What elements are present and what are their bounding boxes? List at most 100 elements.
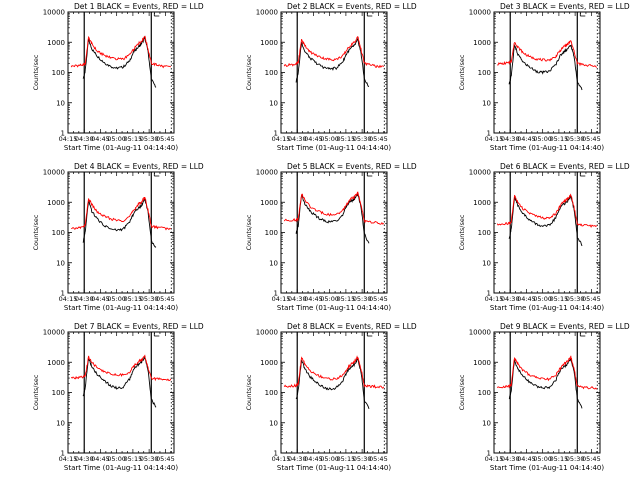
panel-det-5: Det 5 BLACK = Events, RED = LLD Counts/se…: [245, 162, 417, 312]
y-tick-label: 1000: [47, 359, 65, 367]
x-tick-label: 04:45: [304, 135, 323, 143]
lld-series-line: [283, 191, 385, 225]
y-tick-label: 1: [61, 450, 65, 458]
x-tick-label: 05:45: [369, 135, 388, 143]
x-tick-label: 05:15: [337, 295, 356, 303]
y-tick-label: 10: [56, 259, 65, 267]
y-tick-label: 1: [487, 290, 491, 298]
lld-series-line: [71, 196, 171, 231]
x-axis-label: Start Time (01-Aug-11 04:14:40): [64, 464, 178, 472]
x-tick-label: 04:45: [517, 455, 536, 463]
y-tick-label: 1000: [260, 199, 278, 207]
panel-title: Det 2 BLACK = Events, RED = LLD: [287, 2, 417, 11]
x-tick-label: 05:00: [320, 135, 339, 143]
x-tick-label: 04:30: [501, 295, 520, 303]
x-tick-label: 04:15: [272, 295, 291, 303]
events-series-line: [295, 192, 370, 244]
panel-title: Det 6 BLACK = Events, RED = LLD: [500, 162, 630, 171]
x-tick-label: 04:30: [75, 455, 94, 463]
y-axis-label: Counts/sec: [32, 54, 40, 90]
y-tick-label: 100: [478, 389, 491, 397]
y-tick-label: 100: [478, 69, 491, 77]
x-tick-label: 05:00: [533, 135, 552, 143]
x-tick-label: 05:15: [550, 135, 569, 143]
lld-series-line: [283, 355, 385, 389]
x-tick-label: 05:45: [582, 135, 601, 143]
x-tick-label: 05:00: [320, 455, 339, 463]
lld-series-line: [497, 40, 598, 68]
x-tick-label: 05:00: [107, 455, 126, 463]
y-tick-label: 10: [482, 419, 491, 427]
y-tick-label: 1: [61, 130, 65, 138]
lld-series-line: [70, 35, 172, 69]
y-tick-label: 1: [274, 290, 278, 298]
lld-series-line: [70, 354, 172, 382]
y-tick-label: 1000: [473, 39, 491, 47]
y-tick-label: 10: [269, 419, 278, 427]
panel-title: Det 7 BLACK = Events, RED = LLD: [74, 322, 204, 331]
panel-det-4: Det 4 BLACK = Events, RED = LLD Counts/se…: [32, 162, 204, 312]
x-tick-label: 04:45: [91, 295, 110, 303]
x-tick-label: 04:45: [91, 455, 110, 463]
x-tick-label: 05:30: [353, 135, 372, 143]
events-series-line: [508, 44, 583, 91]
y-axis-label: Counts/sec: [245, 374, 253, 410]
x-tick-label: 05:30: [140, 455, 159, 463]
x-tick-label: 04:15: [59, 455, 78, 463]
x-axis-label: Start Time (01-Aug-11 04:14:40): [277, 304, 391, 312]
y-tick-label: 1: [274, 130, 278, 138]
y-tick-label: 100: [265, 389, 278, 397]
x-tick-label: 04:30: [288, 135, 307, 143]
y-tick-label: 100: [478, 229, 491, 237]
y-tick-label: 10000: [43, 329, 65, 337]
panel-det-1: Det 1 BLACK = Events, RED = LLD Counts/se…: [32, 2, 204, 152]
panel-det-2: Det 2 BLACK = Events, RED = LLD Counts/se…: [245, 2, 417, 152]
y-tick-label: 1: [61, 290, 65, 298]
x-tick-label: 04:30: [75, 135, 94, 143]
x-tick-label: 04:15: [272, 135, 291, 143]
panel-det-3: Det 3 BLACK = Events, RED = LLD Counts/se…: [458, 2, 630, 152]
x-tick-label: 05:00: [533, 455, 552, 463]
y-tick-label: 1000: [260, 39, 278, 47]
x-axis-label: Start Time (01-Aug-11 04:14:40): [277, 144, 391, 152]
events-series-line: [295, 356, 370, 410]
y-axis-label: Counts/sec: [245, 214, 253, 250]
y-axis-label: Counts/sec: [32, 214, 40, 250]
events-series-line: [508, 358, 583, 409]
y-tick-label: 1: [487, 450, 491, 458]
y-tick-label: 1: [487, 130, 491, 138]
x-tick-label: 04:45: [517, 135, 536, 143]
x-tick-label: 04:30: [288, 295, 307, 303]
panel-title: Det 4 BLACK = Events, RED = LLD: [74, 162, 204, 171]
events-series-line: [82, 198, 157, 248]
x-tick-label: 04:30: [75, 295, 94, 303]
y-tick-label: 100: [52, 389, 65, 397]
panel-det-8: Det 8 BLACK = Events, RED = LLD Counts/se…: [245, 322, 417, 472]
x-axis-label: Start Time (01-Aug-11 04:14:40): [490, 304, 604, 312]
x-tick-label: 05:15: [124, 135, 143, 143]
x-tick-label: 05:00: [320, 295, 339, 303]
y-tick-label: 10000: [469, 169, 491, 177]
y-tick-label: 1000: [47, 39, 65, 47]
x-tick-label: 04:30: [501, 135, 520, 143]
y-tick-label: 100: [265, 69, 278, 77]
x-tick-label: 05:30: [353, 295, 372, 303]
panel-det-9: Det 9 BLACK = Events, RED = LLD Counts/se…: [458, 322, 630, 472]
x-axis-label: Start Time (01-Aug-11 04:14:40): [490, 464, 604, 472]
x-tick-label: 04:15: [485, 135, 504, 143]
panel-title: Det 3 BLACK = Events, RED = LLD: [500, 2, 630, 11]
x-tick-label: 05:15: [550, 295, 569, 303]
x-tick-label: 05:15: [550, 455, 569, 463]
y-tick-label: 10: [482, 99, 491, 107]
y-tick-label: 10: [482, 259, 491, 267]
x-tick-label: 05:30: [353, 455, 372, 463]
x-tick-label: 04:30: [501, 455, 520, 463]
x-axis-label: Start Time (01-Aug-11 04:14:40): [490, 144, 604, 152]
panel-det-7: Det 7 BLACK = Events, RED = LLD Counts/se…: [32, 322, 204, 472]
y-tick-label: 100: [52, 69, 65, 77]
y-tick-label: 1000: [260, 359, 278, 367]
x-tick-label: 05:00: [107, 135, 126, 143]
y-tick-label: 1: [274, 450, 278, 458]
x-tick-label: 04:15: [272, 455, 291, 463]
